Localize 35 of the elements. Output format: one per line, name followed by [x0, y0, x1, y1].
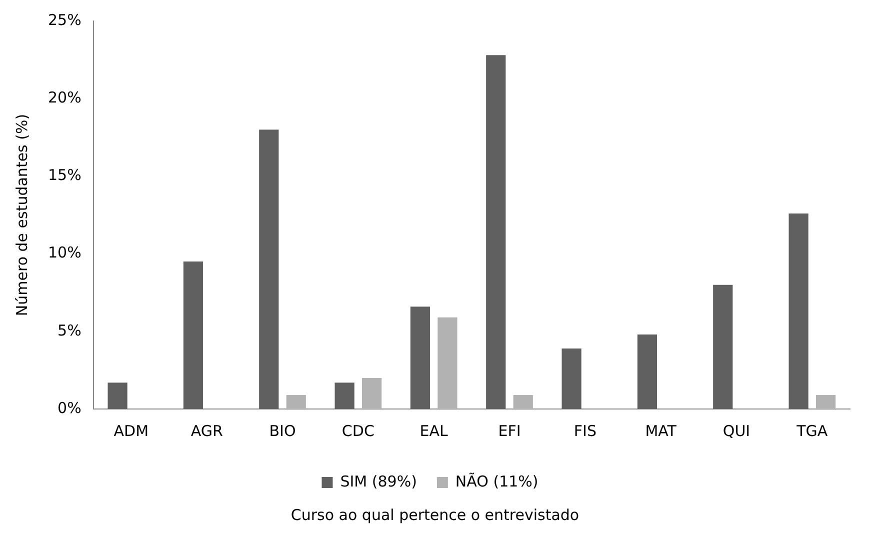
x-tick-label: TGA: [796, 422, 828, 440]
x-tick-label: AGR: [190, 422, 223, 440]
x-tick-label: QUI: [722, 422, 750, 440]
x-tick-label: CDC: [342, 422, 374, 440]
bar: [410, 306, 430, 409]
y-axis-title: Número de estudantes (%): [12, 114, 31, 316]
bar: [816, 395, 836, 409]
x-tick-label: EAL: [420, 422, 449, 440]
bar: [259, 130, 279, 409]
y-tick-label: 5%: [58, 321, 82, 340]
x-tick-label: ADM: [114, 422, 149, 440]
y-tick-label: 25%: [48, 10, 82, 29]
bar: [637, 334, 658, 409]
x-tick-label: MAT: [645, 422, 678, 440]
x-axis-title: Curso ao qual pertence o entrevistado: [290, 506, 580, 524]
bar: [486, 55, 506, 409]
y-tick-label: 10%: [48, 244, 82, 262]
bar: [334, 382, 354, 409]
bar: [713, 284, 733, 409]
legend-label: NÃO (11%): [455, 472, 538, 490]
bar: [362, 378, 382, 409]
bar: [183, 262, 204, 409]
bar: [438, 317, 458, 409]
x-tick-label: FIS: [574, 422, 596, 440]
bar: [788, 213, 808, 409]
x-tick-label: EFI: [498, 422, 521, 440]
y-tick-label: 0%: [58, 398, 82, 417]
x-tick-label: BIO: [269, 422, 296, 440]
bar: [286, 395, 306, 409]
bar: [513, 395, 533, 409]
bar: [108, 382, 128, 409]
bar: [562, 348, 582, 409]
y-tick-label: 15%: [48, 166, 82, 184]
y-tick-label: 20%: [48, 88, 82, 106]
legend-label: SIM (89%): [340, 472, 417, 490]
